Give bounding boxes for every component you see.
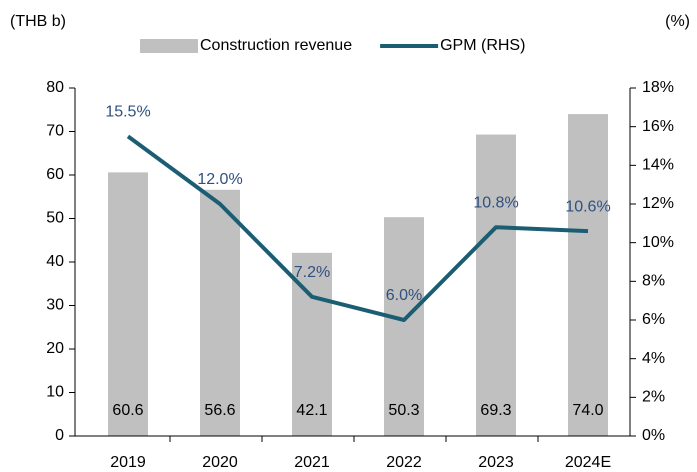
- y2-tick-label: 12%: [642, 195, 674, 212]
- line-value-label: 6.0%: [386, 287, 422, 304]
- y2-tick-label: 0%: [642, 427, 665, 444]
- y2-axis-label: (%): [665, 13, 690, 30]
- bar: [200, 189, 240, 436]
- x-tick-label: 2023: [478, 454, 514, 471]
- y-tick-label: 40: [46, 253, 64, 270]
- line-value-label: 10.8%: [473, 194, 518, 211]
- bar-value-label: 74.0: [572, 402, 603, 419]
- y2-tick-label: 10%: [642, 234, 674, 251]
- y-axis-label: (THB b): [10, 13, 66, 30]
- x-tick-label: 2024E: [565, 454, 611, 471]
- y-tick-label: 70: [46, 123, 64, 140]
- bar-value-label: 60.6: [112, 402, 143, 419]
- legend-label: GPM (RHS): [440, 37, 525, 54]
- line: [126, 134, 589, 322]
- y2-tick-label: 18%: [642, 79, 674, 96]
- y2-tick-label: 14%: [642, 157, 674, 174]
- bar: [568, 114, 608, 436]
- y2-tick-label: 8%: [642, 273, 665, 290]
- bar: [476, 134, 516, 437]
- y-tick-label: 30: [46, 297, 64, 314]
- bar-value-label: 56.6: [204, 402, 235, 419]
- y-tick-label: 10: [46, 384, 64, 401]
- line-value-label: 12.0%: [197, 171, 242, 188]
- x-tick-label: 2022: [386, 454, 422, 471]
- x-tick-label: 2021: [294, 454, 330, 471]
- y2-tick-label: 2%: [642, 389, 665, 406]
- y-tick-label: 60: [46, 166, 64, 183]
- y-tick-label: 0: [55, 427, 64, 444]
- legend-swatch: [140, 39, 198, 53]
- bar: [108, 172, 148, 436]
- bar-value-label: 69.3: [480, 402, 511, 419]
- bar: [384, 217, 424, 436]
- y-tick-label: 50: [46, 210, 64, 227]
- x-tick-label: 2019: [110, 454, 146, 471]
- legend-label: Construction revenue: [200, 37, 352, 54]
- y-tick-label: 20: [46, 340, 64, 357]
- line-value-label: 15.5%: [105, 104, 150, 121]
- x-tick-label: 2020: [202, 454, 238, 471]
- y2-tick-label: 4%: [642, 350, 665, 367]
- y-tick-label: 80: [46, 79, 64, 96]
- y2-tick-label: 16%: [642, 118, 674, 135]
- bar-value-label: 42.1: [296, 402, 327, 419]
- y2-tick-label: 6%: [642, 311, 665, 328]
- bar-value-label: 50.3: [388, 402, 419, 419]
- line-value-label: 7.2%: [294, 264, 330, 281]
- line-value-label: 10.6%: [565, 198, 610, 215]
